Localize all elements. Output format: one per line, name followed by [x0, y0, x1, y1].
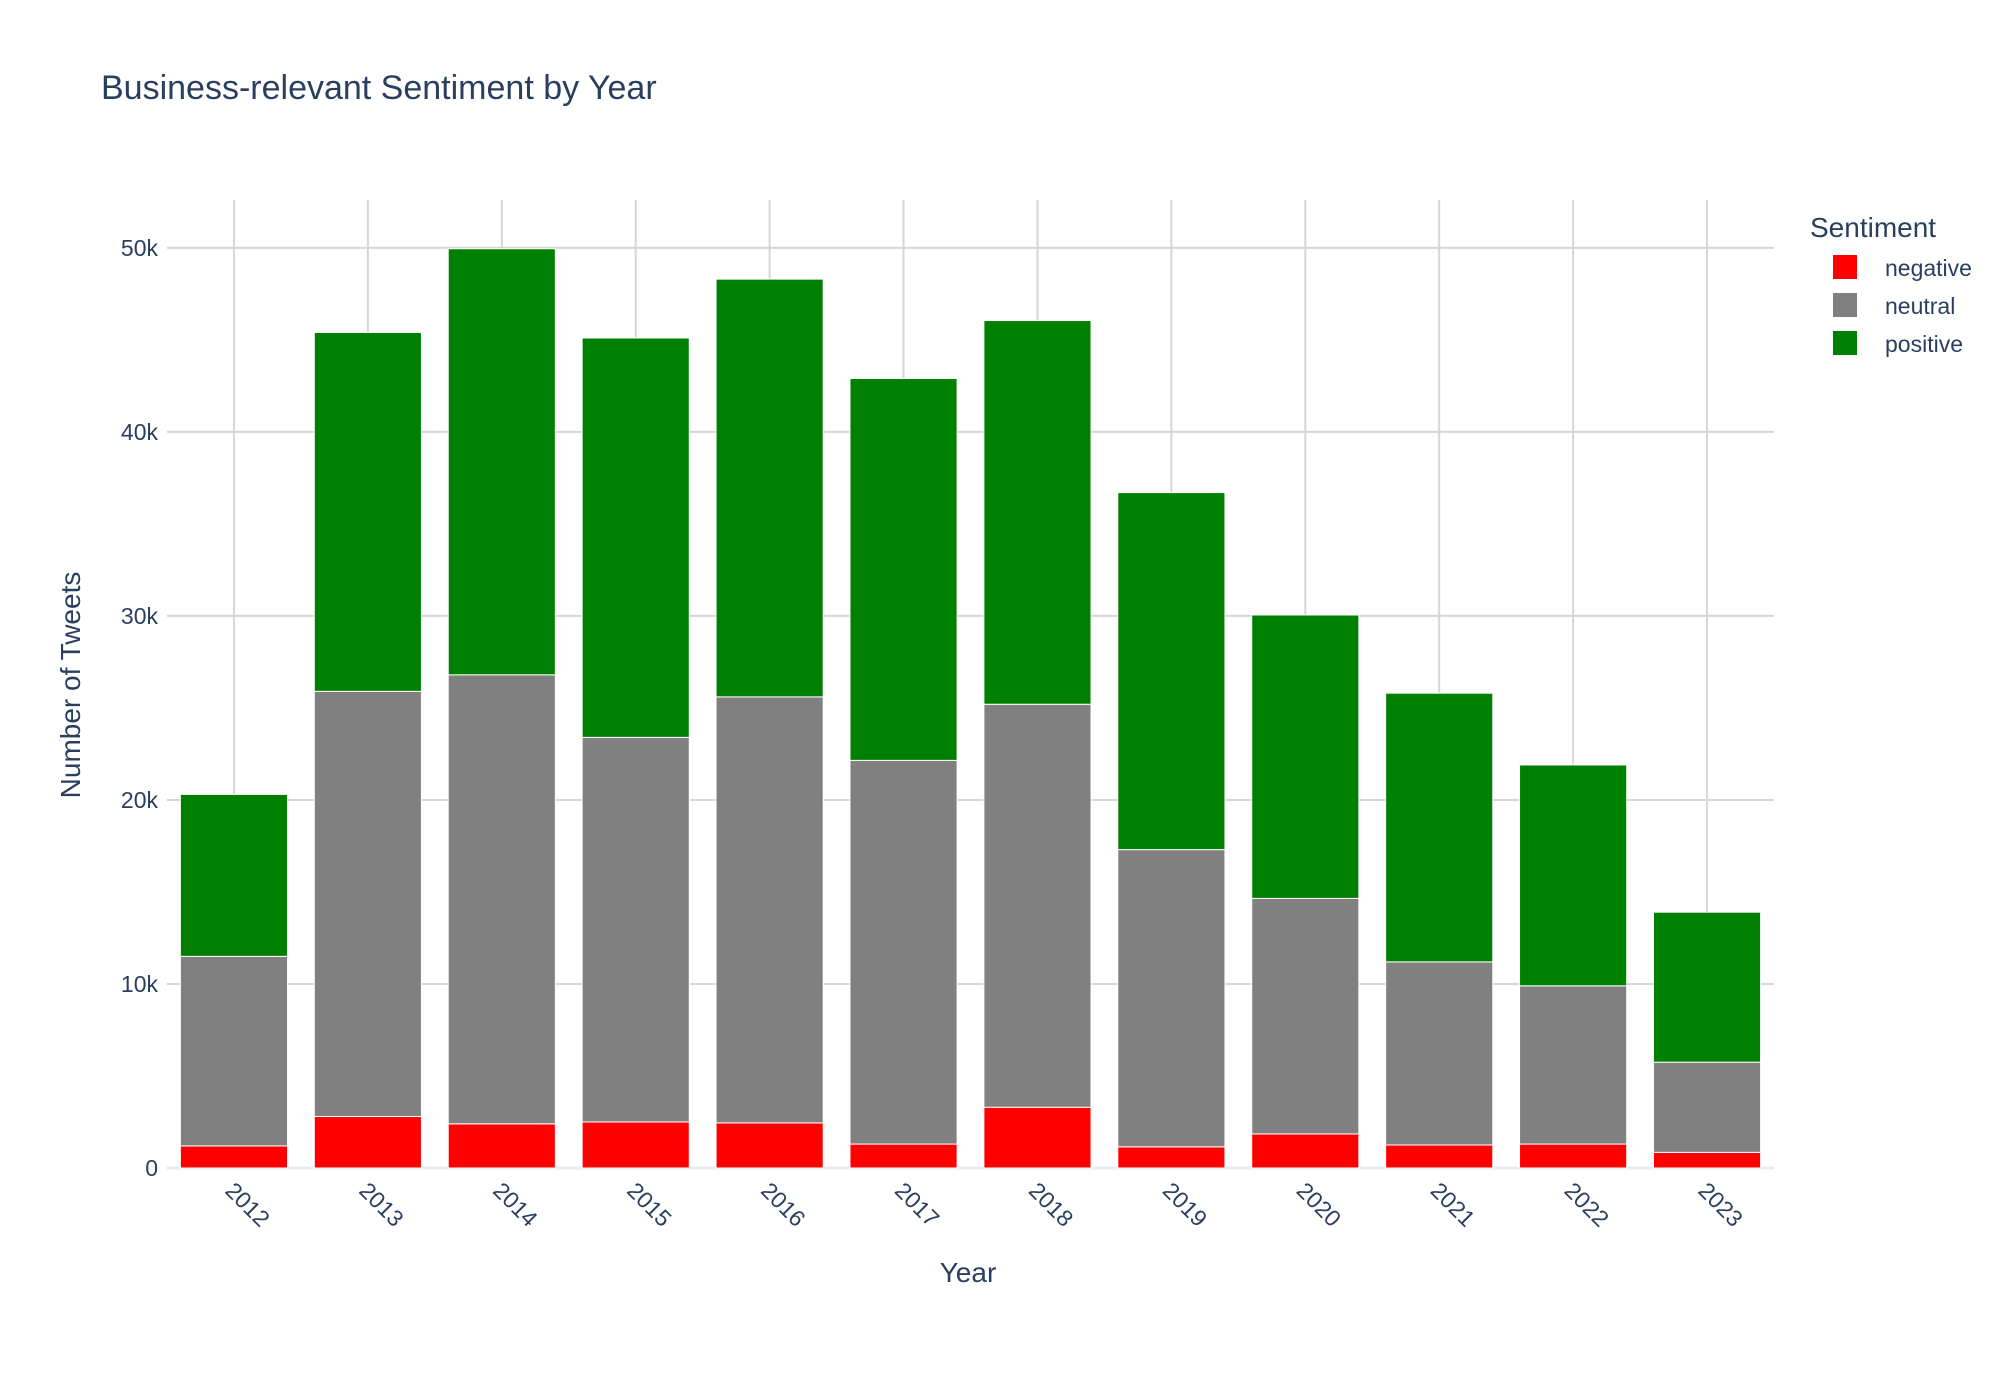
- bar-negative-2019[interactable]: [1117, 1146, 1226, 1169]
- legend-label-negative[interactable]: negative: [1885, 255, 1972, 281]
- bar-positive-2018[interactable]: [983, 320, 1092, 705]
- bar-negative-2022[interactable]: [1519, 1143, 1628, 1169]
- legend-label-positive[interactable]: positive: [1885, 331, 1963, 357]
- legend-swatch-neutral[interactable]: [1833, 293, 1857, 317]
- bar-negative-2021[interactable]: [1385, 1144, 1494, 1169]
- bar-positive-2015[interactable]: [581, 337, 690, 738]
- bar-neutral-2015[interactable]: [581, 736, 690, 1123]
- y-tick-label: 40k: [121, 419, 159, 445]
- chart-title: Business-relevant Sentiment by Year: [101, 69, 657, 107]
- x-tick-label: 2020: [1292, 1177, 1347, 1232]
- bar-negative-2015[interactable]: [581, 1121, 690, 1169]
- x-tick-label: 2016: [756, 1177, 811, 1232]
- x-tick-label: 2014: [488, 1177, 543, 1232]
- bar-neutral-2018[interactable]: [983, 703, 1092, 1108]
- bar-positive-2022[interactable]: [1519, 764, 1628, 987]
- y-tick-label: 30k: [121, 603, 159, 629]
- x-axis-title: Year: [940, 1257, 997, 1288]
- x-tick-label: 2012: [220, 1177, 275, 1232]
- x-tick-label: 2013: [354, 1177, 409, 1232]
- bar-neutral-2014[interactable]: [447, 674, 556, 1125]
- legend[interactable]: Sentiment negative neutral positive: [1810, 212, 1972, 357]
- bar-neutral-2021[interactable]: [1385, 961, 1494, 1146]
- y-tick-label: 0: [145, 1155, 158, 1181]
- bar-positive-2023[interactable]: [1652, 911, 1762, 1063]
- bar-neutral-2023[interactable]: [1652, 1061, 1762, 1153]
- bar-negative-2017[interactable]: [849, 1143, 958, 1169]
- bar-neutral-2020[interactable]: [1251, 897, 1360, 1135]
- x-tick-label: 2022: [1560, 1177, 1615, 1232]
- x-tick-labels: 2012 2013 2014 2015 2016 2017 2018 2019 2020 2021…: [220, 1177, 1748, 1232]
- bar-negative-2023[interactable]: [1652, 1151, 1762, 1169]
- x-tick-label: 2017: [890, 1177, 945, 1232]
- bar-positive-2017[interactable]: [849, 378, 958, 761]
- bar-negative-2014[interactable]: [447, 1123, 556, 1169]
- y-tick-label: 20k: [121, 787, 159, 813]
- bar-positive-2020[interactable]: [1251, 614, 1360, 899]
- bar-neutral-2013[interactable]: [313, 690, 422, 1117]
- y-tick-label: 50k: [121, 235, 159, 261]
- bar-negative-2016[interactable]: [715, 1122, 824, 1169]
- bar-negative-2018[interactable]: [983, 1106, 1092, 1169]
- bars: [179, 248, 1762, 1169]
- bar-positive-2013[interactable]: [313, 332, 422, 692]
- bar-neutral-2016[interactable]: [715, 696, 824, 1124]
- bar-negative-2013[interactable]: [313, 1115, 422, 1169]
- legend-swatch-negative[interactable]: [1833, 255, 1857, 279]
- bar-negative-2012[interactable]: [179, 1145, 289, 1169]
- bar-positive-2012[interactable]: [179, 793, 289, 957]
- bar-positive-2016[interactable]: [715, 278, 824, 698]
- bar-negative-2020[interactable]: [1251, 1133, 1360, 1169]
- legend-title: Sentiment: [1810, 212, 1936, 243]
- y-axis-title: Number of Tweets: [55, 572, 86, 799]
- grid: [167, 200, 1774, 1170]
- bar-neutral-2012[interactable]: [179, 955, 289, 1147]
- bar-positive-2021[interactable]: [1385, 692, 1494, 963]
- bar-positive-2014[interactable]: [447, 248, 556, 676]
- x-tick-label: 2015: [622, 1177, 677, 1232]
- x-tick-label: 2021: [1426, 1177, 1481, 1232]
- x-tick-label: 2019: [1158, 1177, 1213, 1232]
- y-tick-labels: 0 10k 20k 30k 40k 50k: [121, 235, 159, 1181]
- x-tick-label: 2023: [1694, 1177, 1749, 1232]
- legend-label-neutral[interactable]: neutral: [1885, 293, 1955, 319]
- legend-swatch-positive[interactable]: [1833, 331, 1857, 355]
- bar-neutral-2022[interactable]: [1519, 985, 1628, 1145]
- bar-neutral-2017[interactable]: [849, 759, 958, 1145]
- y-tick-label: 10k: [121, 971, 159, 997]
- bar-neutral-2019[interactable]: [1117, 849, 1226, 1148]
- x-tick-label: 2018: [1024, 1177, 1079, 1232]
- bar-positive-2019[interactable]: [1117, 492, 1226, 851]
